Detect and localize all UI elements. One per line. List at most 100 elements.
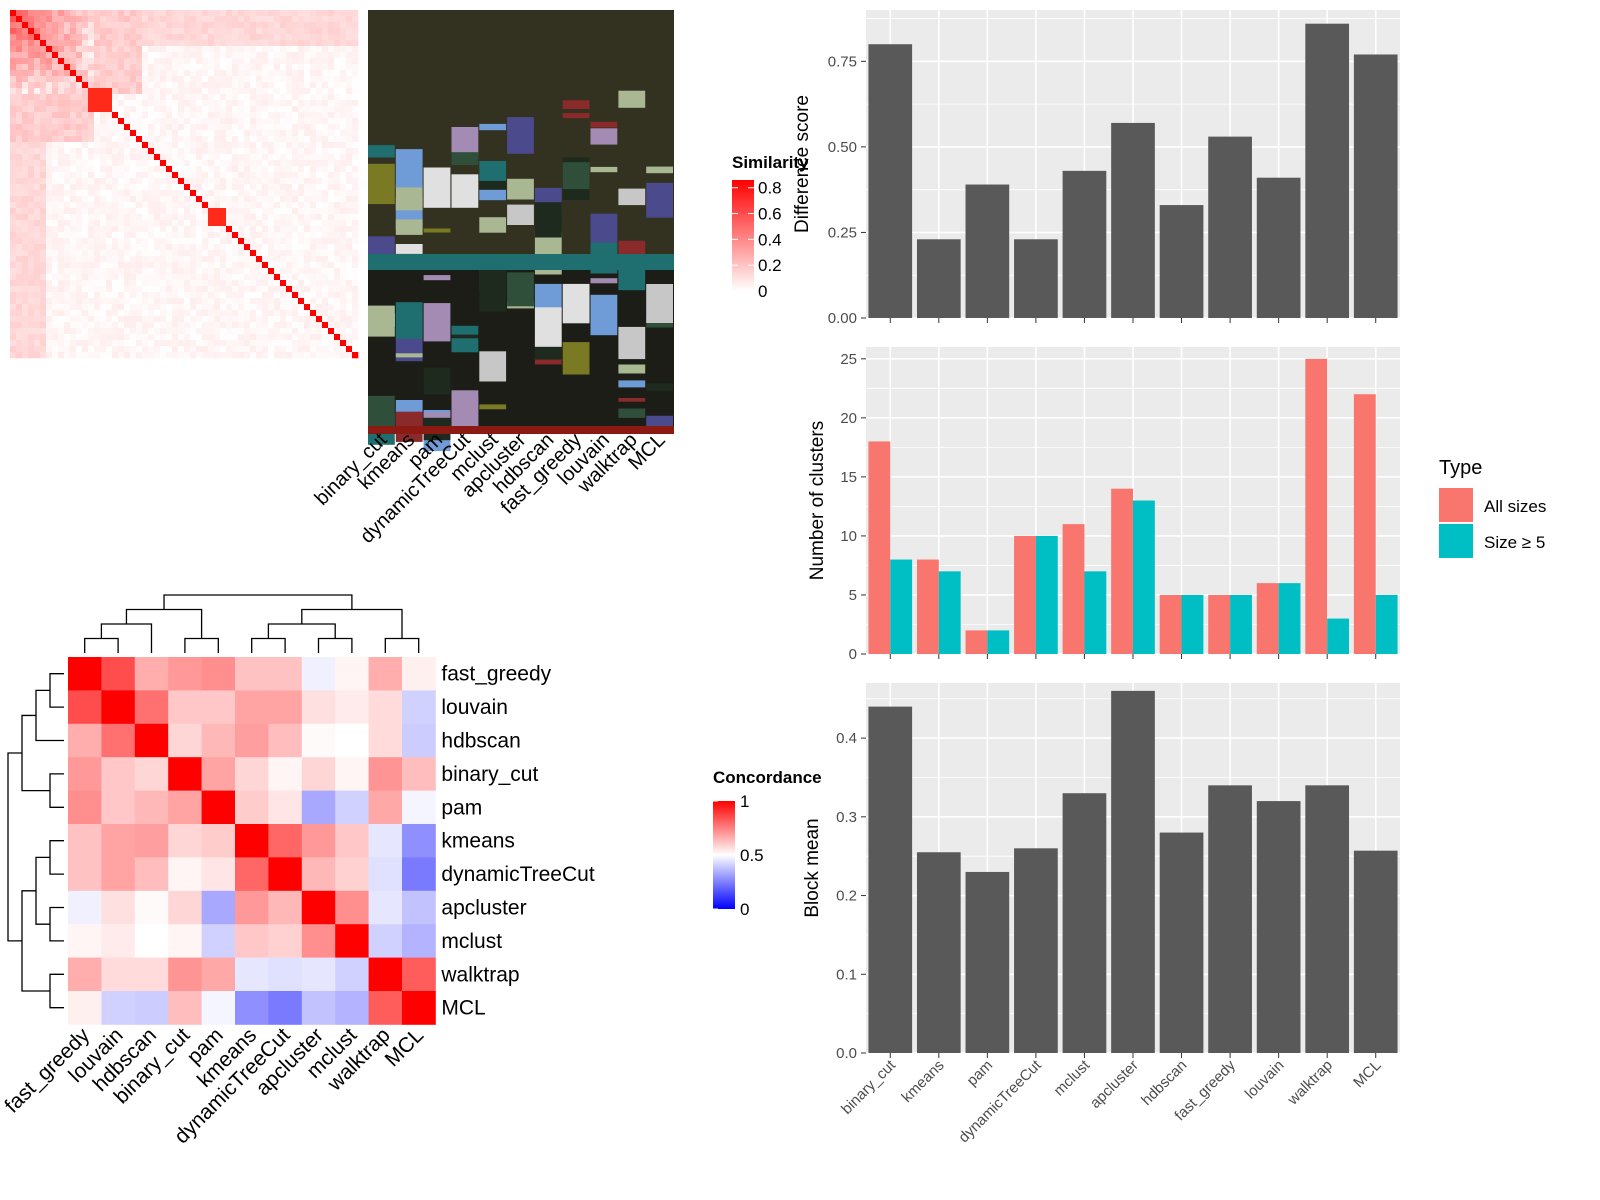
similarity-cell — [316, 352, 323, 359]
similarity-cell — [298, 88, 305, 95]
similarity-cell — [166, 352, 173, 359]
similarity-cell — [142, 178, 149, 185]
similarity-cell — [310, 238, 317, 245]
similarity-cell — [94, 340, 101, 347]
concordance-legend-title: Concordance — [713, 768, 822, 787]
similarity-cell — [16, 88, 23, 95]
similarity-cell — [238, 154, 245, 161]
similarity-cell — [46, 256, 53, 263]
similarity-cell — [190, 334, 197, 341]
concordance-cell — [201, 890, 236, 925]
similarity-cell — [58, 292, 65, 299]
similarity-cell — [232, 28, 239, 35]
similarity-cell — [280, 22, 287, 29]
similarity-cell — [262, 328, 269, 335]
similarity-cell — [46, 76, 53, 83]
similarity-cell — [124, 214, 131, 221]
similarity-cell — [328, 34, 335, 41]
similarity-cell — [316, 136, 323, 143]
similarity-cell — [118, 178, 125, 185]
similarity-cell — [136, 166, 143, 173]
similarity-cell — [334, 16, 341, 23]
similarity-cell — [34, 58, 41, 65]
similarity-cell — [10, 112, 17, 119]
bar-size-ge-5 — [1327, 618, 1350, 654]
similarity-cell — [88, 112, 95, 119]
similarity-cell — [310, 28, 317, 35]
concordance-matrix — [68, 657, 436, 1025]
similarity-cell — [124, 94, 131, 101]
similarity-cell — [100, 256, 107, 263]
similarity-cell — [304, 196, 311, 203]
concordance-cell — [101, 790, 136, 825]
bar-all-sizes — [1111, 488, 1133, 654]
similarity-cell — [262, 214, 269, 221]
similarity-cell — [298, 256, 305, 263]
similarity-cell — [82, 214, 89, 221]
similarity-cell — [46, 172, 53, 179]
similarity-cell — [64, 262, 71, 269]
similarity-cell — [16, 220, 23, 227]
similarity-cell — [196, 250, 203, 257]
similarity-cell — [274, 268, 281, 275]
concordance-cell — [101, 657, 136, 691]
similarity-cell — [214, 64, 221, 71]
similarity-cell — [136, 268, 143, 275]
similarity-cell — [346, 352, 353, 359]
similarity-cell — [280, 70, 287, 77]
similarity-cell — [76, 76, 83, 83]
similarity-cell — [10, 58, 17, 65]
similarity-cell — [40, 28, 47, 35]
similarity-cell — [310, 340, 317, 347]
similarity-cell — [292, 322, 299, 329]
bar-size-ge-5 — [1084, 571, 1107, 654]
similarity-cell — [268, 46, 275, 53]
similarity-cell — [22, 16, 29, 23]
similarity-cell — [52, 118, 59, 125]
bar — [1062, 170, 1107, 318]
similarity-cell — [172, 190, 179, 197]
similarity-cell — [100, 130, 107, 137]
similarity-cell — [280, 274, 287, 281]
similarity-cell — [214, 166, 221, 173]
similarity-cell — [52, 238, 59, 245]
similarity-cell — [316, 214, 323, 221]
concordance-cell — [402, 790, 436, 825]
similarity-legend-tick-label: 0 — [758, 282, 767, 301]
similarity-cell — [64, 274, 71, 281]
annotation-segment — [451, 390, 479, 431]
similarity-cell — [268, 166, 275, 173]
similarity-cell — [34, 340, 41, 347]
similarity-cell — [232, 172, 239, 179]
concordance-cell — [268, 857, 303, 892]
similarity-cell — [340, 268, 347, 275]
concordance-cell — [368, 723, 403, 758]
similarity-cell — [64, 232, 71, 239]
similarity-cell — [196, 340, 203, 347]
similarity-cell — [10, 22, 17, 29]
similarity-cell — [64, 316, 71, 323]
similarity-cell — [190, 118, 197, 125]
similarity-cell — [286, 40, 293, 47]
similarity-cell — [286, 166, 293, 173]
similarity-cell — [136, 274, 143, 281]
similarity-cell — [334, 244, 341, 251]
similarity-cell — [274, 46, 281, 53]
similarity-cell — [346, 52, 353, 59]
similarity-cell — [268, 190, 275, 197]
similarity-cell — [262, 196, 269, 203]
similarity-cell — [34, 286, 41, 293]
similarity-cell — [352, 310, 359, 317]
similarity-cell — [124, 64, 131, 71]
annotation-segment — [534, 202, 562, 238]
similarity-cell — [16, 346, 23, 353]
similarity-cell — [154, 334, 161, 341]
similarity-cell — [310, 52, 317, 59]
similarity-cell — [40, 292, 47, 299]
similarity-cell — [118, 82, 125, 89]
similarity-cell — [148, 94, 155, 101]
similarity-cell — [220, 286, 227, 293]
similarity-cell — [298, 148, 305, 155]
similarity-cell — [334, 274, 341, 281]
similarity-cell — [76, 100, 83, 107]
